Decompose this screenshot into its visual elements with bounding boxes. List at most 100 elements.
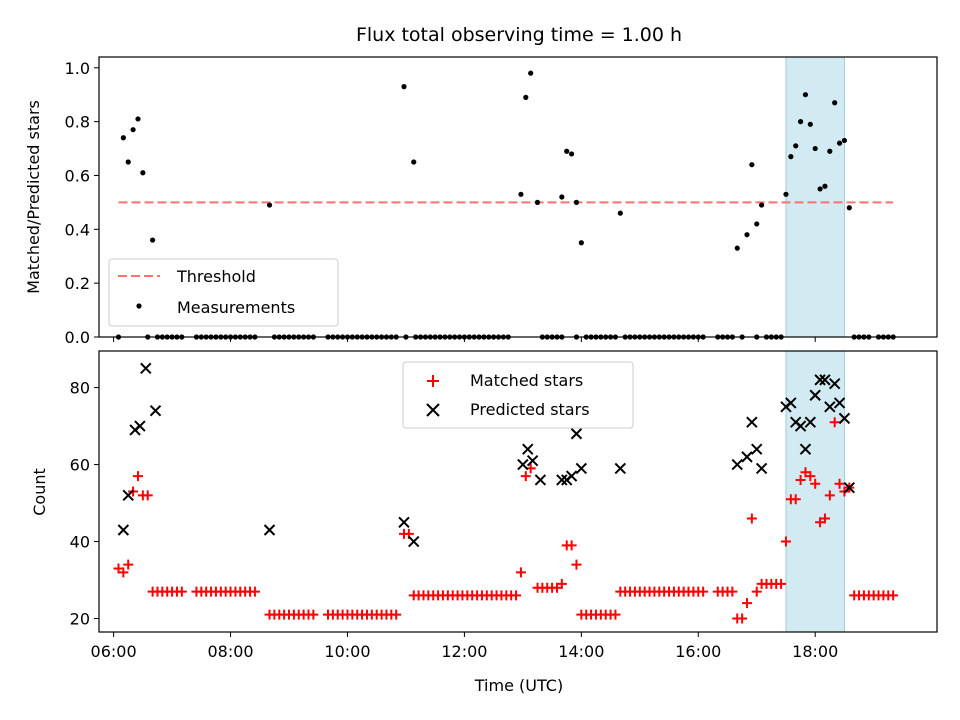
predicted-star-point <box>565 470 578 482</box>
matched-star-point <box>249 586 260 597</box>
top-highlight-span <box>785 56 845 338</box>
predicted-star-point <box>534 474 547 486</box>
legend-matched-label: Matched stars <box>470 371 583 390</box>
legend-predicted-label: Predicted stars <box>470 400 590 419</box>
matched-star-point <box>571 559 582 570</box>
bottom-y-ticks: 20 40 60 80 <box>70 379 99 629</box>
measurement-point <box>523 94 529 100</box>
bottom-x-tick-label: 08:00 <box>207 642 253 661</box>
top-y-tick-label: 1.0 <box>65 59 90 78</box>
matched-star-point <box>790 494 801 505</box>
top-y-tick-label: 0.2 <box>65 274 90 293</box>
predicted-star-point <box>843 481 856 494</box>
measurement-point <box>846 205 852 211</box>
top-legend: Threshold Measurements <box>108 258 339 327</box>
legend-predicted-swatch <box>426 403 440 417</box>
predicted-star-point <box>809 389 821 401</box>
measurement-point <box>266 202 273 208</box>
matched-star-point <box>142 490 153 501</box>
measurement-point <box>749 162 755 168</box>
matched-star-point <box>819 513 830 524</box>
legend-matched-swatch <box>427 375 439 387</box>
bottom-x-tick-label: 16:00 <box>675 642 721 661</box>
predicted-star-point <box>575 462 588 475</box>
matched-star-point <box>566 540 577 551</box>
measurement-point <box>120 135 126 141</box>
predicted-star-point <box>517 458 529 471</box>
matched-star-point <box>511 590 522 601</box>
measurement-point <box>822 183 828 189</box>
measurement-point <box>807 121 813 127</box>
measurement-point <box>559 194 565 200</box>
predicted-star-point <box>785 397 797 409</box>
bottom-panel: 20 40 60 80 06:00 08:00 10:00 12:00 14:00 16:00 1… <box>30 350 938 695</box>
bottom-y-tick-label: 40 <box>70 533 90 552</box>
matched-star-point <box>829 417 840 428</box>
predicted-star-point <box>556 474 568 486</box>
measurement-point <box>744 232 750 238</box>
predicted-star-point <box>741 451 753 463</box>
predicted-star-point <box>794 420 807 432</box>
matched-star-point <box>123 559 134 570</box>
matched-star-point <box>834 478 845 489</box>
bottom-x-tick-label: 10:00 <box>324 642 370 661</box>
measurement-point <box>827 148 833 154</box>
bottom-x-axis-label: Time (UTC) <box>474 676 563 695</box>
bottom-y-tick-label: 80 <box>70 379 90 398</box>
measurement-point <box>130 127 136 133</box>
matched-star-point <box>132 471 143 482</box>
matched-star-point <box>556 578 567 589</box>
matched-star-point <box>805 471 816 482</box>
measurement-point <box>534 199 541 205</box>
predicted-star-point <box>755 462 768 475</box>
measurement-point <box>125 159 131 165</box>
matched-star-point <box>780 536 791 547</box>
predicted-star-point <box>117 524 130 536</box>
bottom-x-tick-label: 14:00 <box>558 642 604 661</box>
top-y-ticks: 0.0 0.2 0.4 0.6 0.8 1.0 <box>65 59 99 347</box>
matched-star-point <box>741 598 752 609</box>
matched-star-point <box>888 590 899 601</box>
measurement-point <box>411 159 417 165</box>
predicted-star-point <box>570 428 583 440</box>
matched-star-point <box>118 567 129 578</box>
predicted-star-point <box>526 454 539 467</box>
figure-title: Flux total observing time = 1.00 h <box>356 24 682 46</box>
bottom-plot-frame <box>98 350 938 633</box>
top-panel: 0.0 0.2 0.4 0.6 0.8 1.0 Matched/Predicted sta… <box>24 56 938 347</box>
measurement-point <box>573 199 580 205</box>
measurement-point <box>817 186 823 192</box>
predicted-star-point <box>746 416 758 428</box>
measurement-point <box>754 221 760 227</box>
predicted-star-point <box>833 397 846 409</box>
matched-star-point <box>824 490 835 501</box>
measurement-point <box>832 100 838 106</box>
measurement-point <box>528 70 534 76</box>
bottom-x-tick-label: 06:00 <box>91 642 137 661</box>
predicted-star-point <box>140 362 152 375</box>
top-legend-box <box>108 258 339 327</box>
bottom-x-tick-label: 18:00 <box>792 642 838 661</box>
legend-measurements-label: Measurements <box>177 298 295 317</box>
predicted-star-point <box>398 516 410 529</box>
measurement-point <box>783 191 789 197</box>
measurement-point <box>836 140 843 146</box>
measurement-point <box>734 245 740 251</box>
top-y-tick-label: 0.6 <box>65 166 90 185</box>
measurement-point <box>797 119 804 125</box>
predicted-star-point <box>799 443 812 455</box>
bottom-legend: Matched stars Predicted stars <box>402 361 634 429</box>
matched-star-point <box>391 609 402 620</box>
matched-star-point <box>751 586 762 597</box>
predicted-stars-points <box>117 362 856 548</box>
matched-star-point <box>810 478 821 489</box>
bottom-highlight-span <box>785 350 845 633</box>
matched-star-point <box>515 567 526 578</box>
bottom-y-axis-label: Count <box>30 468 49 516</box>
top-y-tick-label: 0.8 <box>65 113 90 132</box>
predicted-star-point <box>263 524 276 536</box>
bottom-y-tick-label: 60 <box>70 456 90 475</box>
matched-star-point <box>308 609 319 620</box>
matched-star-point <box>737 613 748 624</box>
